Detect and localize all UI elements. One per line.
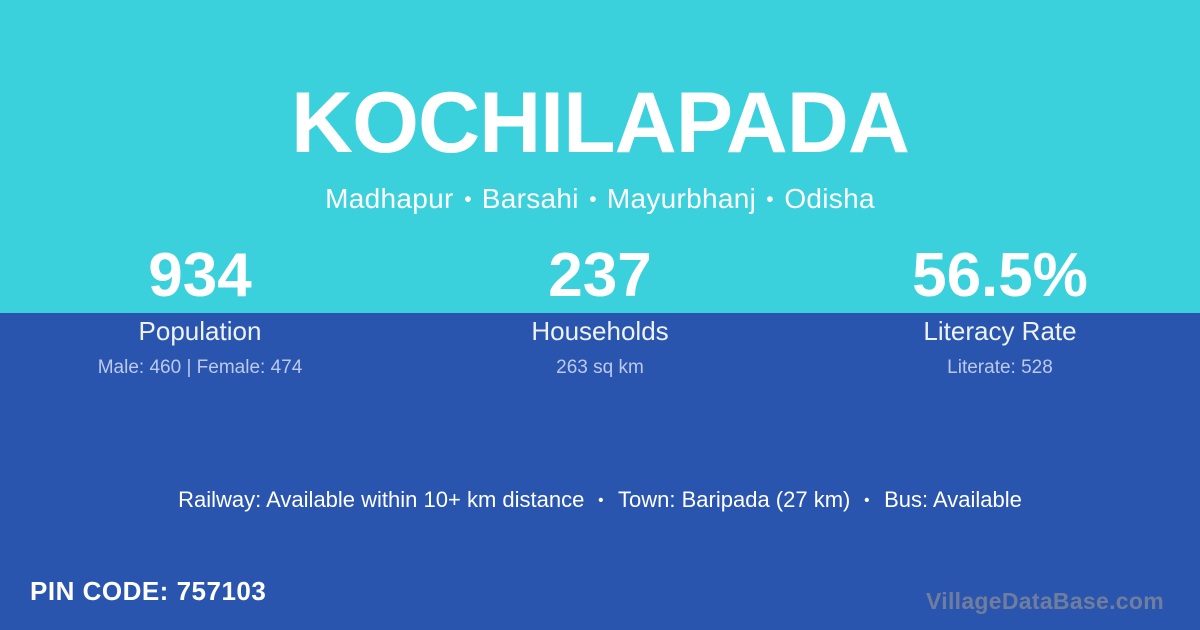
pin-code-label: PIN CODE: [30, 576, 169, 606]
transit-segment-railway: Railway: Available within 10+ km distanc… [178, 487, 585, 512]
pin-code-value: 757103 [176, 576, 267, 606]
stat-detail: Literate: 528 [947, 357, 1053, 378]
stats-row: 934 Population Male: 460 | Female: 474 2… [0, 245, 1200, 379]
bullet-separator-icon: • [864, 490, 870, 509]
location-item: Madhapur [325, 183, 454, 214]
transit-segment-town: Town: Baripada (27 km) [618, 487, 851, 512]
location-breadcrumb: Madhapur • Barsahi • Mayurbhanj • Odisha [0, 183, 1200, 215]
stat-label: Literacy Rate [923, 316, 1077, 346]
stat-households: 237 Households 263 sq km [400, 245, 800, 379]
site-watermark: VillageDataBase.com [926, 588, 1164, 614]
bullet-separator-icon: • [463, 187, 472, 211]
bullet-separator-icon: • [766, 187, 775, 211]
stat-label: Population [138, 316, 262, 346]
stat-value: 934 [148, 241, 252, 310]
location-item: Barsahi [481, 183, 579, 214]
stat-detail: 263 sq km [556, 357, 644, 378]
location-item: Odisha [784, 183, 875, 214]
transit-segment-bus: Bus: Available [884, 487, 1022, 512]
village-title: KOCHILAPADA [290, 75, 910, 171]
stat-value: 56.5% [912, 241, 1088, 310]
stat-detail: Male: 460 | Female: 474 [97, 357, 303, 378]
stat-label: Households [531, 316, 669, 346]
transit-info: Railway: Available within 10+ km distanc… [0, 487, 1200, 513]
location-item: Mayurbhanj [606, 183, 757, 214]
stat-literacy: 56.5% Literacy Rate Literate: 528 [800, 245, 1200, 379]
bullet-separator-icon: • [598, 490, 604, 509]
bullet-separator-icon: • [589, 187, 597, 211]
stat-value: 237 [548, 241, 652, 310]
pin-code: PIN CODE: 757103 [30, 576, 266, 607]
stat-population: 934 Population Male: 460 | Female: 474 [0, 245, 400, 379]
